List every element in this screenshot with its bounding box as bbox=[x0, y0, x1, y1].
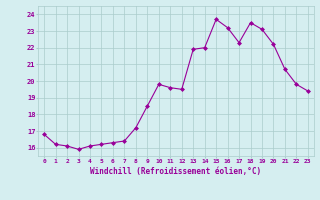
X-axis label: Windchill (Refroidissement éolien,°C): Windchill (Refroidissement éolien,°C) bbox=[91, 167, 261, 176]
